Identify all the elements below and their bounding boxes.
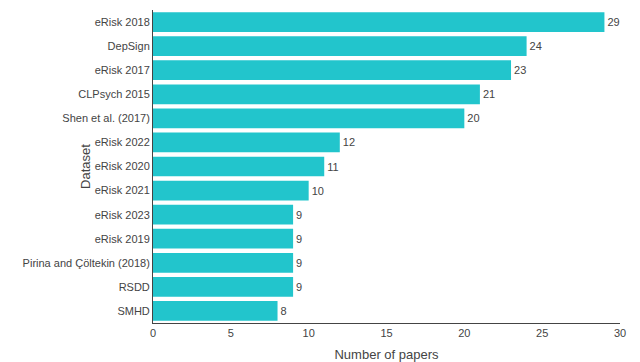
svg-text:23: 23 [514,64,526,76]
svg-text:29: 29 [607,16,619,28]
svg-text:9: 9 [296,209,302,221]
svg-text:9: 9 [296,281,302,293]
svg-text:RSDD: RSDD [119,281,150,293]
svg-text:Dataset: Dataset [78,144,93,189]
svg-text:9: 9 [296,257,302,269]
svg-text:12: 12 [343,136,355,148]
svg-text:Shen et al. (2017): Shen et al. (2017) [62,112,149,124]
svg-text:eRisk 2017: eRisk 2017 [95,64,150,76]
svg-text:30: 30 [614,327,626,339]
svg-text:5: 5 [228,327,234,339]
svg-text:eRisk 2021: eRisk 2021 [95,184,150,196]
svg-text:25: 25 [536,327,548,339]
svg-text:8: 8 [281,305,287,317]
svg-text:eRisk 2019: eRisk 2019 [95,233,150,245]
svg-text:15: 15 [380,327,392,339]
svg-text:DepSign: DepSign [108,40,150,52]
svg-text:Number of papers: Number of papers [334,347,439,362]
svg-text:eRisk 2018: eRisk 2018 [95,16,150,28]
svg-text:0: 0 [150,327,156,339]
svg-text:10: 10 [312,185,324,197]
svg-text:CLPsych 2015: CLPsych 2015 [78,88,150,100]
svg-text:20: 20 [467,112,479,124]
svg-text:11: 11 [327,161,338,173]
svg-text:SMHD: SMHD [117,305,149,317]
svg-text:20: 20 [458,327,470,339]
svg-text:24: 24 [530,40,542,52]
svg-text:eRisk 2022: eRisk 2022 [95,136,150,148]
svg-text:Pirina and Çöltekin (2018): Pirina and Çöltekin (2018) [23,257,150,269]
svg-text:10: 10 [303,327,315,339]
svg-text:eRisk 2023: eRisk 2023 [95,209,150,221]
svg-text:21: 21 [483,88,495,100]
svg-text:eRisk 2020: eRisk 2020 [95,160,150,172]
svg-text:9: 9 [296,233,302,245]
